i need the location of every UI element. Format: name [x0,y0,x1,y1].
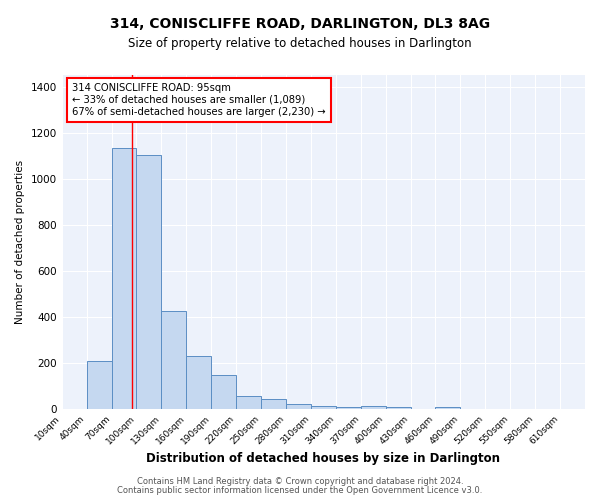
Bar [211,376,236,410]
Bar [186,356,211,410]
Text: 314, CONISCLIFFE ROAD, DARLINGTON, DL3 8AG: 314, CONISCLIFFE ROAD, DARLINGTON, DL3 8… [110,18,490,32]
Bar [436,407,460,410]
Bar [161,312,186,410]
Bar [261,399,286,409]
Bar [386,407,410,410]
Text: Size of property relative to detached houses in Darlington: Size of property relative to detached ho… [128,38,472,51]
Bar [236,396,261,409]
Text: Contains public sector information licensed under the Open Government Licence v3: Contains public sector information licen… [118,486,482,495]
Bar [361,406,386,409]
Bar [86,361,112,410]
Y-axis label: Number of detached properties: Number of detached properties [15,160,25,324]
Bar [136,154,161,410]
Text: 314 CONISCLIFFE ROAD: 95sqm
← 33% of detached houses are smaller (1,089)
67% of : 314 CONISCLIFFE ROAD: 95sqm ← 33% of det… [72,84,326,116]
X-axis label: Distribution of detached houses by size in Darlington: Distribution of detached houses by size … [146,452,500,465]
Bar [311,406,336,409]
Bar [336,406,361,410]
Bar [112,148,136,410]
Bar [286,404,311,409]
Text: Contains HM Land Registry data © Crown copyright and database right 2024.: Contains HM Land Registry data © Crown c… [137,477,463,486]
